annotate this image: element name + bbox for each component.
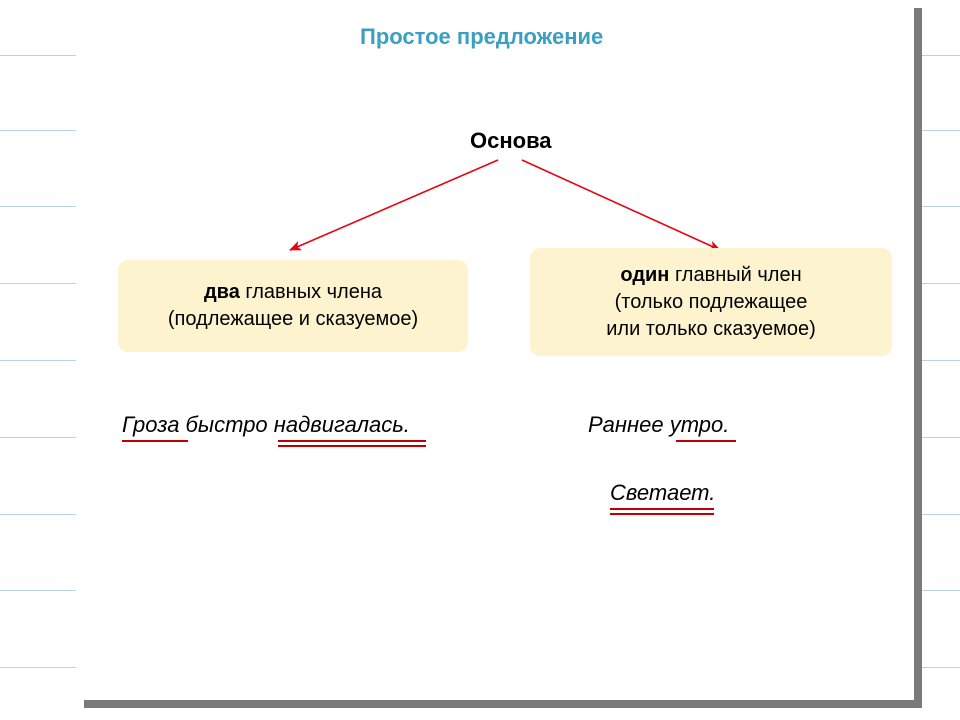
page-title: Простое предложение: [360, 24, 603, 50]
arrow-left: [290, 160, 498, 250]
root-node-label: Основа: [470, 128, 552, 154]
example-right-1: Раннее утро.: [588, 412, 729, 438]
left-card: два главных члена (подлежащее и сказуемо…: [118, 260, 468, 352]
arrow-right: [522, 160, 720, 250]
example-left: Гроза быстро надвигалась.: [122, 412, 410, 438]
left-card-text: два главных члена (подлежащее и сказуемо…: [168, 279, 418, 333]
right-card-text: один главный член (только подлежащее или…: [606, 262, 816, 343]
example-right-2: Светает.: [610, 480, 715, 506]
right-card: один главный член (только подлежащее или…: [530, 248, 892, 356]
